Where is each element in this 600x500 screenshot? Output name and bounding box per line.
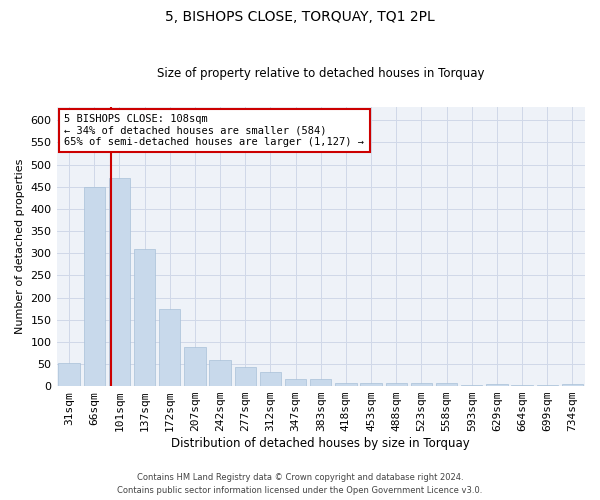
- Bar: [260, 372, 281, 386]
- Bar: [562, 384, 583, 386]
- Bar: [83, 187, 105, 386]
- Text: Contains HM Land Registry data © Crown copyright and database right 2024.
Contai: Contains HM Land Registry data © Crown c…: [118, 474, 482, 495]
- Bar: [511, 385, 533, 386]
- Text: 5, BISHOPS CLOSE, TORQUAY, TQ1 2PL: 5, BISHOPS CLOSE, TORQUAY, TQ1 2PL: [165, 10, 435, 24]
- Bar: [486, 384, 508, 386]
- Bar: [184, 347, 206, 386]
- Title: Size of property relative to detached houses in Torquay: Size of property relative to detached ho…: [157, 66, 485, 80]
- Bar: [536, 385, 558, 386]
- Bar: [361, 382, 382, 386]
- Bar: [335, 382, 356, 386]
- Bar: [386, 382, 407, 386]
- Text: 5 BISHOPS CLOSE: 108sqm
← 34% of detached houses are smaller (584)
65% of semi-d: 5 BISHOPS CLOSE: 108sqm ← 34% of detache…: [64, 114, 364, 147]
- Bar: [436, 384, 457, 386]
- Bar: [209, 360, 231, 386]
- Bar: [285, 380, 307, 386]
- Bar: [461, 385, 482, 386]
- X-axis label: Distribution of detached houses by size in Torquay: Distribution of detached houses by size …: [172, 437, 470, 450]
- Bar: [58, 363, 80, 386]
- Y-axis label: Number of detached properties: Number of detached properties: [15, 159, 25, 334]
- Bar: [411, 384, 432, 386]
- Bar: [109, 178, 130, 386]
- Bar: [310, 380, 331, 386]
- Bar: [134, 249, 155, 386]
- Bar: [235, 366, 256, 386]
- Bar: [159, 308, 181, 386]
